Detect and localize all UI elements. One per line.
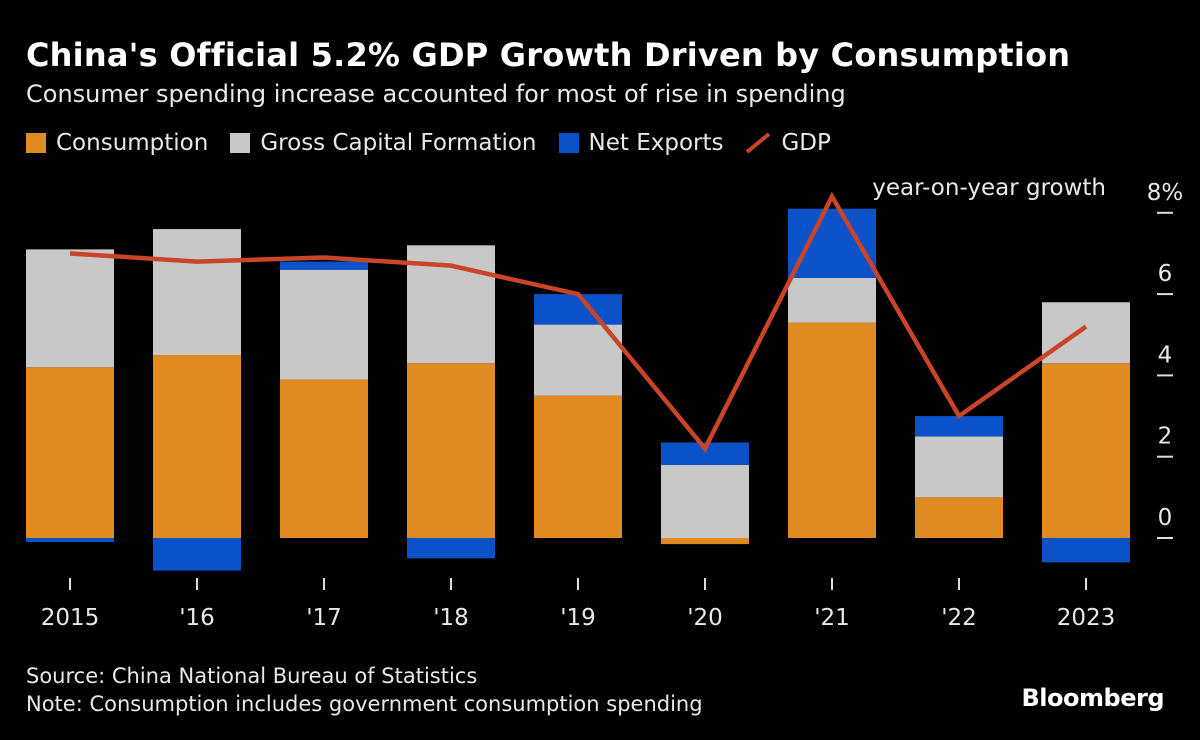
x-tick-label: '19 bbox=[560, 605, 596, 631]
bar-gross-capital-formation bbox=[280, 269, 368, 380]
bar-gross-capital-formation bbox=[661, 464, 749, 538]
bar-net-exports bbox=[915, 416, 1003, 437]
x-tick-label: '16 bbox=[179, 605, 215, 631]
bar-consumption bbox=[915, 497, 1003, 538]
bar-consumption bbox=[788, 322, 876, 538]
bar-net-exports bbox=[661, 442, 749, 465]
x-tick-label: '20 bbox=[687, 605, 723, 631]
y-tick-label: 8% bbox=[1147, 180, 1184, 206]
bar-net-exports bbox=[788, 208, 876, 278]
legend-item-consumption: Consumption bbox=[26, 130, 208, 156]
x-tick-label: '22 bbox=[941, 605, 977, 631]
footnote: Note: Consumption includes government co… bbox=[26, 692, 703, 716]
bar-net-exports bbox=[153, 538, 241, 571]
legend-item-net-exports: Net Exports bbox=[558, 130, 724, 156]
x-tick-label: '21 bbox=[814, 605, 850, 631]
bar-gross-capital-formation bbox=[1042, 302, 1130, 364]
footer: Source: China National Bureau of Statist… bbox=[26, 662, 703, 718]
bar-net-exports bbox=[407, 538, 495, 559]
bar-consumption bbox=[280, 379, 368, 538]
bar-consumption bbox=[153, 355, 241, 538]
chart-title: China's Official 5.2% GDP Growth Driven … bbox=[26, 36, 1071, 74]
bar-net-exports bbox=[280, 261, 368, 270]
bar-consumption bbox=[1042, 363, 1130, 538]
bar-consumption bbox=[661, 538, 749, 545]
chart-subtitle: Consumer spending increase accounted for… bbox=[26, 80, 846, 108]
bar-gross-capital-formation bbox=[153, 229, 241, 356]
y-tick-label: 6 bbox=[1158, 261, 1173, 287]
source-note: Source: China National Bureau of Statist… bbox=[26, 664, 478, 688]
bar-net-exports bbox=[26, 538, 114, 543]
bar-consumption bbox=[26, 367, 114, 538]
x-tick-label: 2023 bbox=[1057, 605, 1116, 631]
legend-swatch bbox=[230, 133, 251, 153]
bar-net-exports bbox=[534, 294, 622, 325]
x-tick-label: '18 bbox=[433, 605, 469, 631]
y-tick-label: 0 bbox=[1158, 505, 1173, 531]
legend-label: GDP bbox=[781, 130, 831, 156]
bar-gross-capital-formation bbox=[788, 277, 876, 323]
legend-label: Consumption bbox=[56, 130, 209, 156]
legend-item-gcf: Gross Capital Formation bbox=[230, 130, 537, 156]
legend-label: Gross Capital Formation bbox=[260, 130, 537, 156]
x-tick-label: '17 bbox=[306, 605, 342, 631]
bar-gross-capital-formation bbox=[26, 249, 114, 368]
bloomberg-logo: Bloomberg bbox=[1021, 684, 1165, 712]
legend-swatch bbox=[558, 133, 579, 153]
y-tick-label: 2 bbox=[1158, 424, 1173, 450]
bar-consumption bbox=[407, 363, 495, 538]
bar-net-exports bbox=[1042, 538, 1130, 563]
y-tick-label: 4 bbox=[1158, 342, 1173, 368]
bar-gross-capital-formation bbox=[915, 436, 1003, 498]
legend-swatch bbox=[26, 133, 46, 153]
legend-item-gdp: GDP bbox=[745, 130, 831, 156]
legend: Consumption Gross Capital Formation Net … bbox=[26, 130, 831, 156]
x-tick-label: 2015 bbox=[41, 605, 100, 631]
y-axis-label: year-on-year growth bbox=[872, 175, 1106, 201]
bar-consumption bbox=[534, 395, 622, 538]
legend-label: Net Exports bbox=[588, 130, 724, 156]
legend-line-swatch bbox=[746, 132, 771, 154]
bar-gross-capital-formation bbox=[534, 324, 622, 396]
